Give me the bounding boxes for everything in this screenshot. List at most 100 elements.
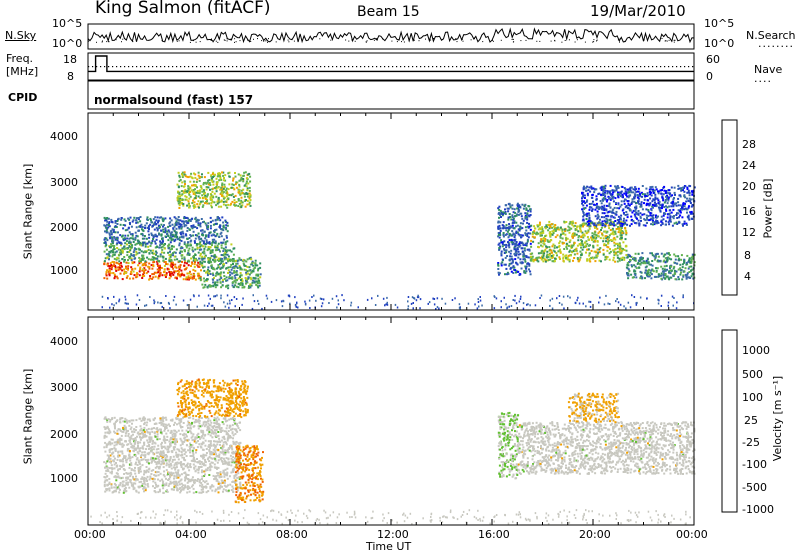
data-cell (497, 262, 500, 264)
data-cell (244, 277, 247, 279)
data-cell (281, 305, 284, 308)
data-cell (227, 266, 230, 269)
data-cell (223, 258, 226, 261)
data-cell (241, 191, 244, 194)
data-cell (126, 254, 129, 257)
data-cell (677, 209, 680, 212)
data-cell (560, 233, 562, 236)
data-cell (235, 201, 238, 203)
data-cell (639, 212, 642, 215)
data-cell (202, 240, 205, 243)
data-cell (181, 171, 184, 174)
data-cell (245, 185, 248, 188)
data-cell (245, 180, 248, 183)
data-cell (540, 239, 543, 242)
data-cell (608, 197, 611, 200)
data-cell (542, 253, 545, 256)
data-cell (520, 215, 523, 218)
data-cell (595, 195, 598, 198)
data-cell (143, 257, 145, 260)
data-cell (554, 236, 557, 239)
data-cell (186, 222, 189, 225)
data-cell (175, 303, 177, 306)
data-cell (116, 239, 119, 242)
data-cell (521, 250, 524, 253)
data-cell (630, 256, 633, 258)
data-cell (625, 219, 628, 222)
data-cell (500, 252, 503, 255)
data-cell (182, 232, 185, 235)
data-cell (120, 248, 123, 251)
data-cell (177, 274, 180, 277)
data-cell (562, 295, 565, 298)
data-cell (608, 227, 611, 230)
data-cell (187, 249, 190, 252)
nave-dot (376, 66, 378, 68)
data-cell (521, 261, 524, 264)
data-cell (676, 223, 679, 225)
data-cell (498, 236, 501, 239)
data-cell (233, 203, 236, 206)
data-cell (168, 236, 171, 239)
nave-dot (388, 66, 390, 68)
data-cell (505, 303, 507, 306)
data-cell (226, 198, 229, 201)
data-cell (226, 230, 229, 233)
data-cell (235, 271, 238, 274)
data-cell (145, 237, 148, 240)
data-cell (566, 256, 569, 259)
data-cell (197, 236, 200, 239)
data-cell (654, 196, 657, 199)
data-cell (259, 266, 262, 269)
data-cell (211, 196, 214, 199)
data-cell (593, 236, 596, 239)
data-cell (621, 230, 624, 233)
data-cell (609, 229, 612, 231)
data-cell (555, 228, 557, 231)
data-cell (257, 299, 259, 302)
data-cell (646, 274, 648, 276)
data-cell (673, 215, 675, 217)
data-cell (625, 307, 627, 310)
data-cell (111, 236, 113, 239)
data-cell (257, 274, 259, 277)
data-cell (562, 232, 565, 235)
data-cell (684, 273, 687, 276)
data-cell (125, 302, 128, 305)
data-cell (505, 267, 508, 270)
data-cell (199, 275, 202, 278)
data-cell (657, 273, 660, 276)
data-cell (238, 258, 241, 261)
data-cell (517, 250, 520, 253)
data-cell (194, 259, 197, 261)
data-cell (655, 255, 658, 258)
data-cell (174, 251, 177, 254)
data-cell (114, 225, 117, 228)
data-cell (505, 246, 508, 249)
data-cell (620, 247, 623, 250)
data-cell (184, 217, 187, 219)
data-cell (182, 299, 185, 302)
data-cell (181, 176, 184, 178)
data-cell (595, 198, 598, 201)
data-cell (609, 210, 612, 213)
data-cell (614, 230, 617, 233)
data-cell (581, 244, 584, 246)
data-cell (139, 258, 142, 261)
data-cell (201, 478, 203, 480)
data-cell (558, 295, 561, 297)
nave-dot (420, 66, 422, 68)
data-cell (135, 219, 138, 222)
nave-dot (144, 66, 146, 68)
data-cell (662, 199, 665, 202)
noise-dot (239, 40, 241, 42)
noise-dot (668, 39, 670, 41)
data-cell (517, 270, 520, 273)
data-cell (297, 306, 299, 309)
data-cell (144, 261, 147, 264)
data-cell (181, 236, 184, 239)
data-cell (226, 302, 229, 305)
nave-dot (384, 66, 386, 68)
data-cell (228, 175, 231, 178)
data-cell (542, 237, 545, 240)
